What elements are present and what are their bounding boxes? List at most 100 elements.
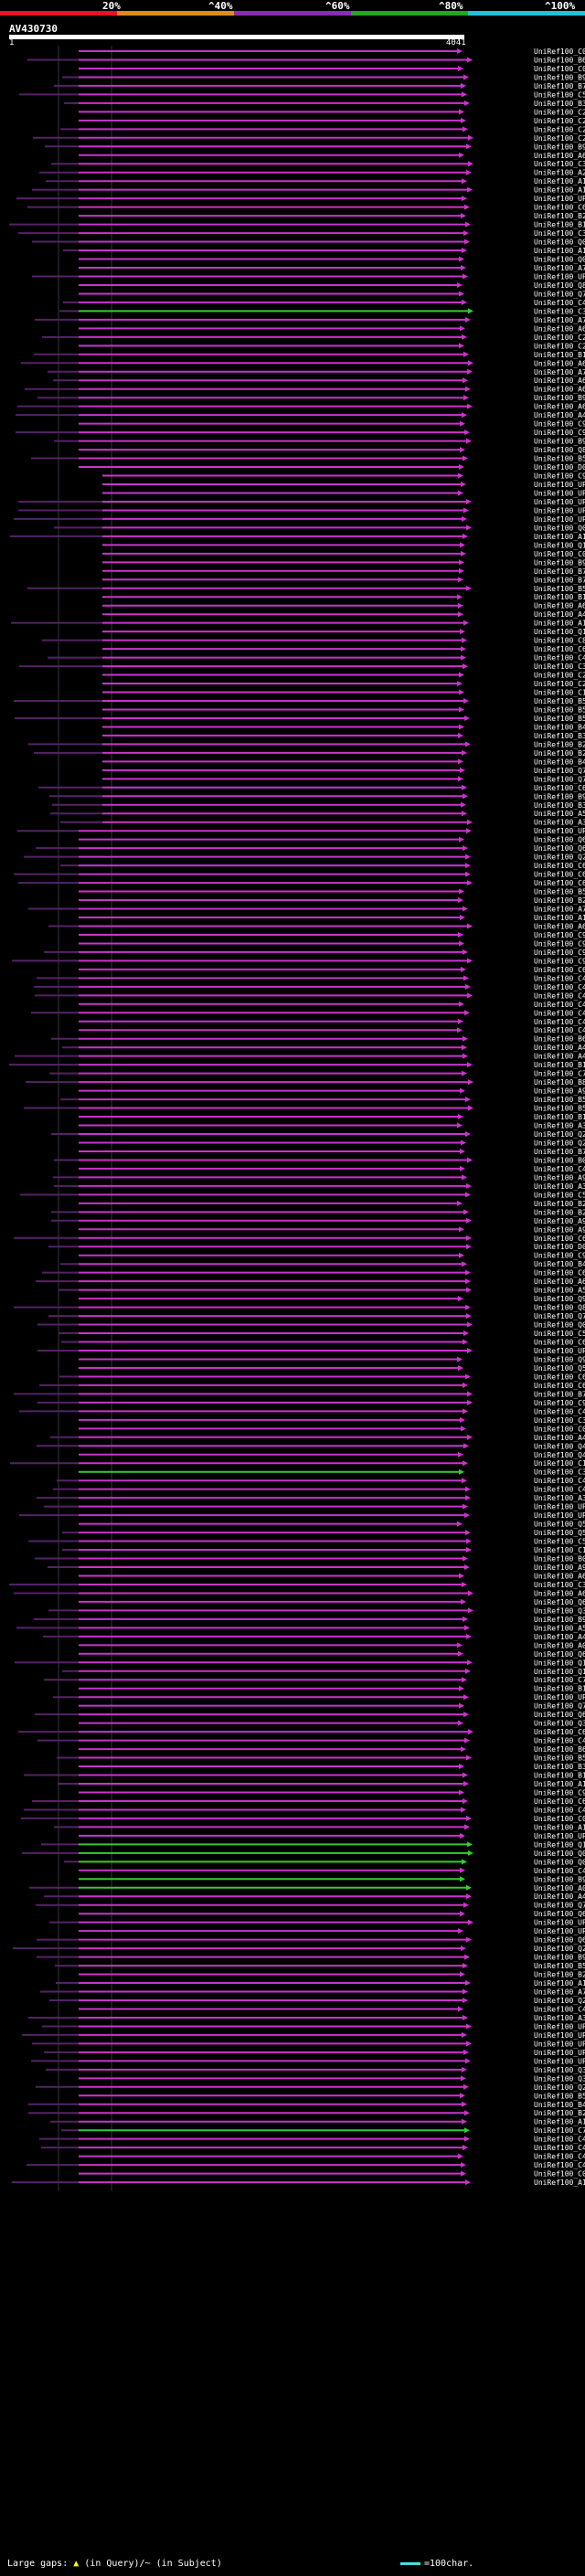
hit-label[interactable]: UniRef100_B5C5D8 — [534, 715, 585, 723]
hit-label[interactable]: UniRef100_Q6TR38 — [534, 1650, 585, 1659]
hit-label[interactable]: UniRef100_A7MGZ9 — [534, 1988, 585, 1997]
hit-label[interactable]: UniRef100_C4R8C6 — [534, 1486, 585, 1494]
hit-label[interactable]: UniRef100_Q2NVP0 — [534, 853, 585, 862]
hit-label[interactable]: UniRef100_C5C5R3 — [534, 1538, 585, 1546]
hit-label[interactable]: UniRef100_B2G1B5 — [534, 896, 585, 905]
hit-label[interactable]: UniRef100_Q6DB62 — [534, 836, 585, 844]
hit-label[interactable]: UniRef100_B1UZM4 — [534, 1685, 585, 1693]
hit-label[interactable]: UniRef100_A1SIW8 — [534, 1823, 585, 1831]
hit-label[interactable]: UniRef100_A7MJB2 — [534, 906, 585, 914]
hit-label[interactable]: UniRef100_B1Y0Q8 — [534, 221, 585, 229]
hit-label[interactable]: UniRef100_C1D144 — [534, 1546, 585, 1554]
hit-label[interactable]: UniRef100_A6Y598 — [534, 1589, 585, 1597]
hit-label[interactable]: UniRef100_C3Z5V1 — [534, 307, 585, 315]
hit-label[interactable]: UniRef100_C4LB09 — [534, 1867, 585, 1875]
hit-label[interactable]: UniRef100_B3DRB0 — [534, 100, 585, 108]
hit-label[interactable]: UniRef100_A3WKG2 — [534, 2014, 585, 2022]
hit-label[interactable]: UniRef100_A7RSS7 — [534, 316, 585, 324]
hit-label[interactable]: UniRef100_C4T575 — [534, 1001, 585, 1009]
hit-label[interactable]: UniRef100_A4W4Z9 — [534, 610, 585, 619]
hit-label[interactable]: UniRef100_A1S269 — [534, 2118, 585, 2126]
hit-label[interactable]: UniRef100_C9Y3B3 — [534, 1399, 585, 1407]
hit-label[interactable]: UniRef100_UP1000.. — [534, 1832, 585, 1840]
hit-label[interactable]: UniRef100_C1M5V2 — [534, 689, 585, 697]
hit-label[interactable]: UniRef100_Q4QGC2 — [534, 1451, 585, 1459]
hit-label[interactable]: UniRef100_A6H7E5 — [534, 1572, 585, 1580]
hit-label[interactable]: UniRef100_C4SDP7 — [534, 1018, 585, 1026]
hit-label[interactable]: UniRef100_C9QTG3 — [534, 939, 585, 948]
hit-label[interactable]: UniRef100_C6H476 — [534, 1339, 585, 1347]
hit-label[interactable]: UniRef100_Q31FI5 — [534, 2074, 585, 2083]
hit-label[interactable]: UniRef100_B5NWL1 — [534, 705, 585, 714]
hit-label[interactable]: UniRef100_C9WSV4 — [534, 931, 585, 939]
hit-label[interactable]: UniRef100_B6XH26 — [534, 1035, 585, 1044]
hit-label[interactable]: UniRef100_A6WKN7 — [534, 602, 585, 610]
hit-label[interactable]: UniRef100_B5S2V7 — [534, 1096, 585, 1104]
hit-label[interactable]: UniRef100_B2JJ18 — [534, 2109, 585, 2117]
hit-label[interactable]: UniRef100_C2IZ5P — [534, 134, 585, 143]
hit-label[interactable]: UniRef100_B8KBY8 — [534, 1078, 585, 1087]
hit-label[interactable]: UniRef100_Q2Z0W9 — [534, 1997, 585, 2005]
hit-label[interactable]: UniRef100_UP1000.. — [534, 2022, 585, 2030]
hit-label[interactable]: UniRef100_UP1000.. — [534, 2049, 585, 2057]
hit-label[interactable]: UniRef100_C2KFT0 — [534, 680, 585, 688]
hit-label[interactable]: UniRef100_Q6D179 — [534, 1936, 585, 1945]
hit-label[interactable]: UniRef100_B0URZ1 — [534, 1555, 585, 1564]
hit-label[interactable]: UniRef100_C3SMS2 — [534, 663, 585, 671]
hit-label[interactable]: UniRef100_C4TSB9 — [534, 2144, 585, 2152]
hit-label[interactable]: UniRef100_C6DJC6 — [534, 862, 585, 870]
hit-label[interactable]: UniRef100_C4SJ8L — [534, 2005, 585, 2013]
hit-label[interactable]: UniRef100_B9XEC5 — [534, 1616, 585, 1624]
hit-label[interactable]: UniRef100_UP1000.. — [534, 481, 585, 489]
hit-label[interactable]: UniRef100_Q8DLB2 — [534, 446, 585, 454]
hit-label[interactable]: UniRef100_C4ZK28 — [534, 1407, 585, 1415]
hit-label[interactable]: UniRef100_Q64FA9 — [534, 844, 585, 853]
hit-label[interactable]: UniRef100_C7I945 — [534, 1070, 585, 1078]
hit-label[interactable]: UniRef100_UP1000.. — [534, 1919, 585, 1927]
hit-label[interactable]: UniRef100_C9PIE3 — [534, 1788, 585, 1797]
hit-label[interactable]: UniRef100_C4SD07 — [534, 1009, 585, 1017]
hit-label[interactable]: UniRef100_C6HBJ9 — [534, 204, 585, 212]
hit-label[interactable]: UniRef100_Q6LVP7 — [534, 1598, 585, 1606]
hit-label[interactable]: UniRef100_C1DU56 — [534, 1459, 585, 1468]
hit-label[interactable]: UniRef100_C3NUH7 — [534, 160, 585, 168]
hit-label[interactable]: UniRef100_B5ND22 — [534, 697, 585, 705]
hit-label[interactable]: UniRef100_A4G620 — [534, 411, 585, 419]
hit-label[interactable]: UniRef100_A3UPD2 — [534, 819, 585, 827]
hit-label[interactable]: UniRef100_C4UL93 — [534, 974, 585, 982]
hit-label[interactable]: UniRef100_Q0ABJ0 — [534, 1850, 585, 1858]
hit-label[interactable]: UniRef100_A5ES01 — [534, 1624, 585, 1632]
hit-label[interactable]: UniRef100_A9I1D5 — [534, 1217, 585, 1225]
hit-label[interactable]: UniRef100_Q1JGN4 — [534, 628, 585, 636]
hit-label[interactable]: UniRef100_A4X508 — [534, 1892, 585, 1901]
hit-label[interactable]: UniRef100_C3D864 — [534, 1416, 585, 1425]
hit-label[interactable]: UniRef100_C9QC48 — [534, 957, 585, 965]
hit-label[interactable]: UniRef100_A0AA0 — [534, 1884, 585, 1892]
hit-label[interactable]: UniRef100_C8TDF5 — [534, 637, 585, 645]
hit-label[interactable]: UniRef100_B3EHJ0 — [534, 1763, 585, 1771]
hit-label[interactable]: UniRef100_Q7MN2C — [534, 1702, 585, 1711]
hit-label[interactable]: UniRef100_B2PUP8 — [534, 749, 585, 758]
hit-label[interactable]: UniRef100_C9NLL1 — [534, 1252, 585, 1260]
hit-label[interactable]: UniRef100_B5XY16 — [534, 2092, 585, 2100]
hit-label[interactable]: UniRef100_Q7WDV2 — [534, 767, 585, 775]
hit-label[interactable]: UniRef100_A3RWB7 — [534, 1122, 585, 1130]
hit-label[interactable]: UniRef100_UP1000.. — [534, 272, 585, 281]
hit-label[interactable]: UniRef100_C4UXZ7 — [534, 2136, 585, 2144]
hit-label[interactable]: UniRef100_A4C6K4 — [534, 1053, 585, 1061]
hit-label[interactable]: UniRef100_A9I1E0 — [534, 1225, 585, 1234]
hit-label[interactable]: UniRef100_B9P7P6 — [534, 394, 585, 402]
hit-label[interactable]: UniRef100_A5V9N1 — [534, 810, 585, 818]
hit-label[interactable]: UniRef100_Q0KBZ4 — [534, 1858, 585, 1866]
hit-label[interactable]: UniRef100_B1KPT9 — [534, 1061, 585, 1069]
hit-label[interactable]: UniRef100_A1SYB5 — [534, 1780, 585, 1788]
hit-label[interactable]: UniRef100_C6N308 — [534, 1797, 585, 1806]
hit-label[interactable]: UniRef100_Q2NZS7 — [534, 1139, 585, 1147]
hit-label[interactable]: UniRef100_Q8DDV4 — [534, 281, 585, 290]
hit-label[interactable]: UniRef100_A6DUJ1 — [534, 1277, 585, 1286]
hit-label[interactable]: UniRef100_Q0ZZI0 — [534, 524, 585, 532]
hit-label[interactable]: UniRef100_C5CCH7 — [534, 1191, 585, 1199]
hit-label[interactable]: UniRef100_UP1000.. — [534, 2057, 585, 2065]
hit-label[interactable]: UniRef100_B9H9D2 — [534, 558, 585, 567]
hit-label[interactable]: UniRef100_C3Y686 — [534, 1468, 585, 1477]
